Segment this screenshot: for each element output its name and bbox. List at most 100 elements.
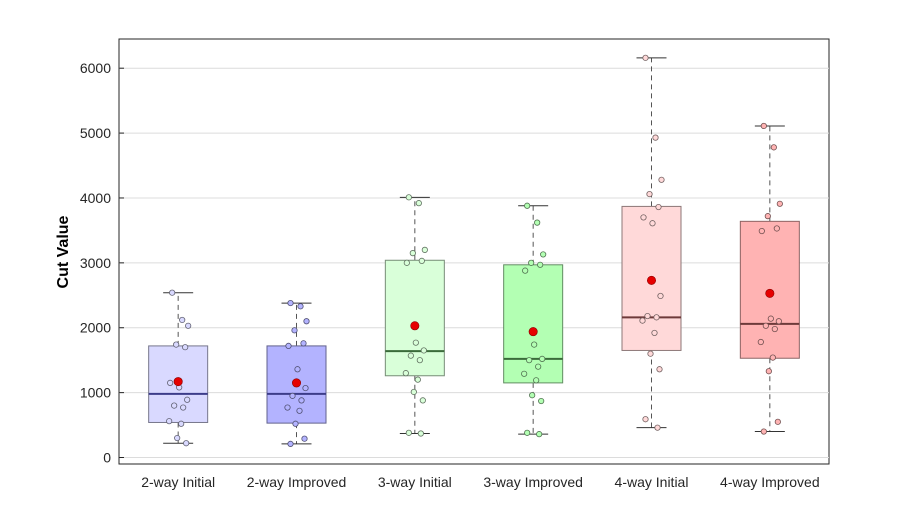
data-point <box>539 355 546 362</box>
data-point <box>647 350 654 357</box>
data-point <box>528 259 535 266</box>
data-point <box>657 292 664 300</box>
data-point <box>410 388 417 396</box>
data-point <box>540 251 547 258</box>
data-point <box>292 420 299 427</box>
data-point <box>291 327 298 334</box>
data-point <box>417 430 424 437</box>
data-point <box>653 314 660 321</box>
data-point <box>776 200 783 207</box>
y-tick-label: 0 <box>103 450 111 466</box>
data-point <box>285 342 292 350</box>
data-point <box>658 176 665 183</box>
data-point <box>297 303 304 310</box>
data-point <box>415 200 422 207</box>
data-point <box>182 344 189 351</box>
data-point <box>775 318 782 325</box>
data-point <box>405 194 412 201</box>
data-point <box>770 144 777 151</box>
mean-marker <box>765 288 775 298</box>
y-tick-label: 1000 <box>80 385 111 401</box>
data-point <box>773 225 780 232</box>
data-point <box>171 402 178 409</box>
data-point <box>649 220 656 227</box>
data-point <box>421 246 428 253</box>
data-point <box>769 354 776 361</box>
data-point <box>166 418 173 425</box>
data-point <box>183 440 190 447</box>
data-point <box>178 420 185 427</box>
data-point <box>640 214 647 221</box>
data-point <box>526 357 533 364</box>
data-point <box>758 227 765 235</box>
data-point <box>185 322 192 329</box>
data-point <box>767 315 774 322</box>
data-point <box>760 428 767 435</box>
mean-marker <box>646 275 656 285</box>
y-tick-label: 6000 <box>80 60 111 76</box>
mean-marker <box>410 321 420 331</box>
data-point <box>531 341 538 348</box>
data-point <box>416 357 423 364</box>
data-point <box>521 370 528 377</box>
data-point <box>538 397 545 405</box>
data-point <box>764 213 771 220</box>
x-tick-label: 2-way Improved <box>247 474 347 490</box>
box-3 <box>384 196 445 435</box>
data-point <box>765 368 772 375</box>
data-point <box>656 366 663 373</box>
mean-marker <box>173 377 183 387</box>
data-point <box>301 435 308 442</box>
data-point <box>655 203 662 211</box>
data-point <box>409 250 416 257</box>
data-point <box>529 392 536 399</box>
data-point <box>179 316 186 324</box>
data-point <box>294 366 301 373</box>
data-point <box>167 379 174 386</box>
data-point <box>300 340 307 347</box>
data-point <box>524 429 531 436</box>
data-point <box>536 431 543 438</box>
data-point <box>537 261 544 268</box>
mean-marker <box>291 378 301 388</box>
data-point <box>402 370 409 377</box>
data-point <box>414 376 421 383</box>
data-point <box>639 317 646 324</box>
data-point <box>296 407 303 414</box>
data-point <box>651 329 658 337</box>
data-point <box>407 352 414 359</box>
data-point <box>287 440 294 447</box>
data-point <box>771 325 778 333</box>
data-point <box>642 54 649 61</box>
data-point <box>302 384 309 392</box>
data-point <box>524 202 531 209</box>
data-point <box>654 424 661 431</box>
data-point <box>284 404 291 411</box>
data-point <box>419 397 426 404</box>
data-point <box>174 434 181 442</box>
data-point <box>757 338 764 346</box>
box-4 <box>503 205 564 435</box>
data-point <box>403 259 410 266</box>
data-point <box>169 289 176 296</box>
y-tick-label: 5000 <box>80 125 111 141</box>
data-point <box>287 299 294 307</box>
data-point <box>173 341 180 348</box>
data-point <box>535 363 542 370</box>
x-tick-label: 3-way Initial <box>378 474 452 490</box>
data-point <box>646 190 653 198</box>
mean-marker <box>528 327 538 337</box>
data-point <box>534 219 541 226</box>
data-point <box>184 396 191 403</box>
data-point <box>774 418 781 425</box>
data-point <box>418 257 425 265</box>
data-point <box>533 377 540 384</box>
iqr-box <box>503 264 564 384</box>
y-tick-label: 4000 <box>80 190 111 206</box>
data-point <box>405 429 412 436</box>
y-tick-label: 3000 <box>80 255 111 271</box>
x-tick-label: 4-way Initial <box>615 474 689 490</box>
data-point <box>652 134 659 141</box>
x-tick-label: 4-way Improved <box>720 474 820 490</box>
